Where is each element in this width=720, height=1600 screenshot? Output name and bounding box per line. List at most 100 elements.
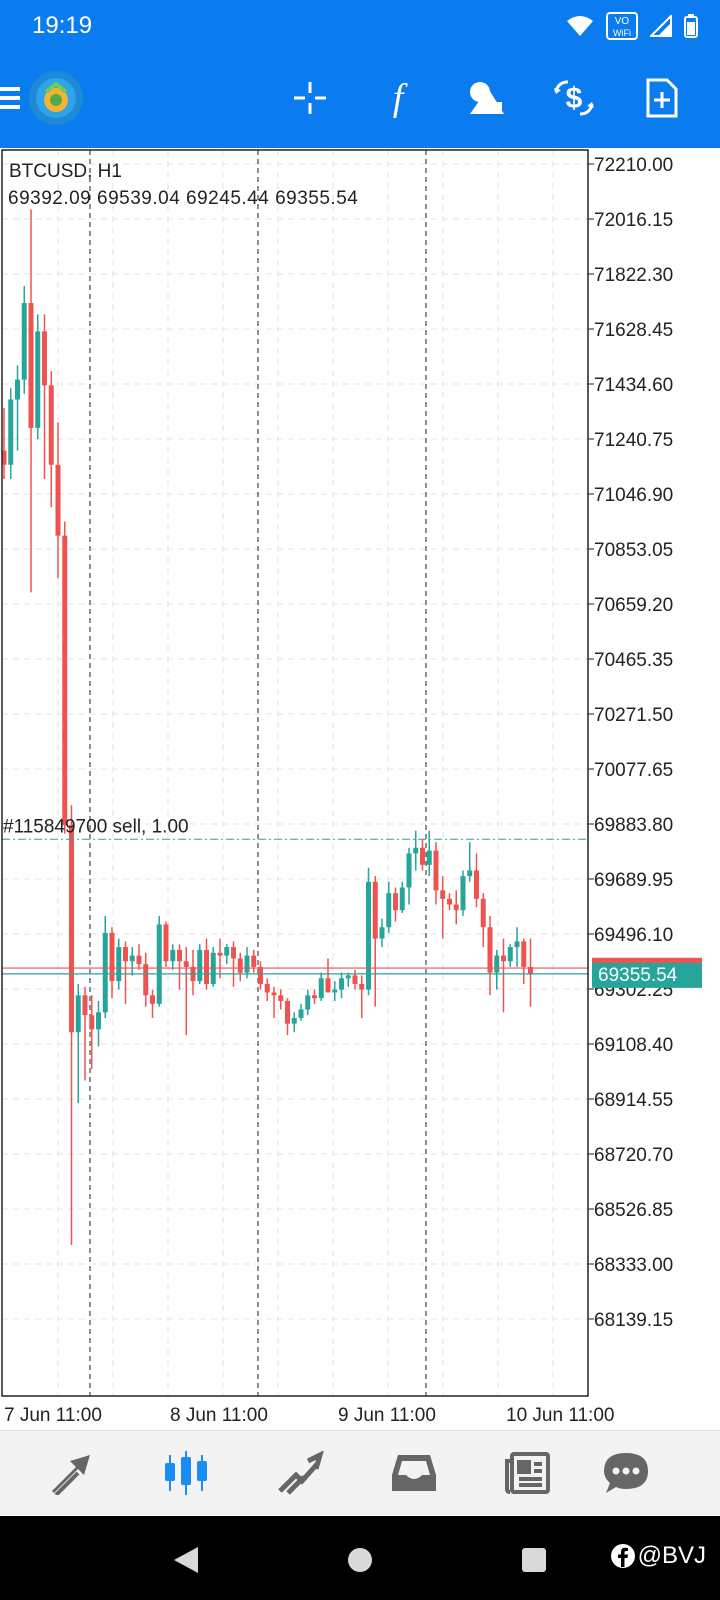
candle-body (453, 904, 459, 911)
candle-body (501, 955, 506, 962)
back-icon[interactable] (166, 1540, 206, 1580)
candle (129, 947, 135, 976)
candle (359, 975, 365, 1019)
candle (487, 915, 493, 996)
ohlc-label: 69392.09 69539.04 69245.44 69355.54 (8, 188, 358, 209)
candle-body (102, 932, 108, 1013)
candle-body (467, 870, 473, 877)
objects-icon[interactable] (462, 74, 510, 122)
candle (75, 983, 81, 1104)
candle-body (55, 464, 61, 536)
candle-body (325, 978, 331, 993)
candle (109, 927, 115, 999)
candle-body (237, 958, 243, 973)
candle (15, 365, 20, 451)
candle-body (352, 975, 358, 984)
time-axis: 7 Jun 11:00 8 Jun 11:00 9 Jun 11:00 10 Jun … (4, 1405, 614, 1426)
news-icon[interactable] (500, 1447, 556, 1499)
candle (237, 952, 243, 982)
candle-body (96, 1012, 101, 1030)
candle (28, 209, 34, 593)
candle (453, 890, 459, 925)
candle (460, 870, 466, 916)
bottom-navigation (0, 1430, 720, 1515)
price-tick-label: 70077.65 (594, 760, 673, 781)
candle (89, 995, 95, 1070)
app-logo[interactable] (28, 70, 84, 126)
candle-body (224, 947, 230, 956)
crosshair-icon[interactable] (286, 74, 334, 122)
candle-body (109, 932, 115, 982)
candle-body (156, 924, 162, 1004)
period-separators (89, 150, 427, 1396)
order-label[interactable]: #115849700 sell, 1.00 (3, 816, 189, 837)
candle-body (291, 1018, 297, 1024)
symbol-label: BTCUSD, H1 (9, 161, 122, 182)
candle (507, 944, 513, 967)
candle-body (244, 955, 250, 973)
price-tick-label: 69689.95 (594, 870, 673, 891)
candle-body (528, 966, 533, 975)
candle (116, 938, 122, 990)
messages-icon[interactable] (598, 1447, 654, 1499)
candle (305, 989, 311, 1016)
grid-lines (2, 150, 588, 1396)
trade-icon[interactable] (272, 1447, 328, 1499)
candle (163, 921, 169, 967)
candle (136, 944, 142, 970)
history-icon[interactable] (386, 1447, 442, 1499)
candle-body (15, 379, 20, 400)
candle-body (521, 941, 527, 967)
price-tick-label: 71628.45 (594, 320, 673, 341)
quotes-icon[interactable] (44, 1447, 100, 1499)
candle-body (393, 893, 398, 911)
candle (102, 915, 108, 1019)
recents-icon[interactable] (514, 1540, 554, 1580)
time-tick-label: 8 Jun 11:00 (170, 1405, 268, 1426)
candle-body (345, 975, 351, 979)
candle-body (474, 870, 479, 899)
price-tick-label: 71046.90 (594, 485, 673, 506)
candle-body (264, 983, 270, 993)
candle (21, 286, 27, 394)
candle-body (406, 853, 412, 888)
candle-body (514, 941, 520, 948)
candle-body (312, 995, 317, 999)
chart-canvas[interactable]: 72210.00 72016.15 71822.30 71628.45 71434.60… (0, 148, 720, 1428)
watermark: @BVJ (610, 1542, 706, 1570)
candle-body (339, 978, 344, 990)
menu-icon[interactable] (0, 74, 22, 122)
candle-body (204, 949, 209, 984)
new-order-icon[interactable] (638, 74, 686, 122)
price-tick-label: 70659.20 (594, 595, 673, 616)
candle (231, 941, 236, 987)
candle (372, 876, 378, 1007)
candle-body (163, 924, 169, 962)
candle (379, 918, 385, 948)
candle-body (258, 966, 263, 984)
candle-body (372, 881, 378, 939)
candle (244, 947, 250, 979)
candle-body (413, 847, 419, 854)
price-chart[interactable]: 72210.00 72016.15 71822.30 71628.45 71434.60… (0, 148, 720, 1428)
chart-icon[interactable] (158, 1447, 214, 1499)
candle-body (116, 947, 122, 982)
price-tick-label: 71822.30 (594, 265, 673, 286)
facebook-icon (610, 1544, 635, 1568)
candle (96, 1000, 101, 1047)
candle (123, 941, 128, 1004)
candle-body (460, 876, 466, 911)
candle (197, 944, 203, 984)
candle-body (487, 927, 493, 973)
candle-body (271, 992, 277, 996)
candle-body (177, 949, 182, 962)
trade-icon[interactable]: $ (550, 74, 598, 122)
candle (406, 847, 412, 905)
price-axis: 72210.00 72016.15 71822.30 71628.45 71434.60… (588, 155, 673, 1331)
indicators-icon[interactable]: f (374, 74, 422, 122)
system-navigation-bar: @BVJ (0, 1516, 720, 1600)
candle-body (8, 399, 14, 465)
home-icon[interactable] (340, 1540, 380, 1580)
candle (413, 830, 419, 871)
candle-body (285, 1000, 290, 1024)
